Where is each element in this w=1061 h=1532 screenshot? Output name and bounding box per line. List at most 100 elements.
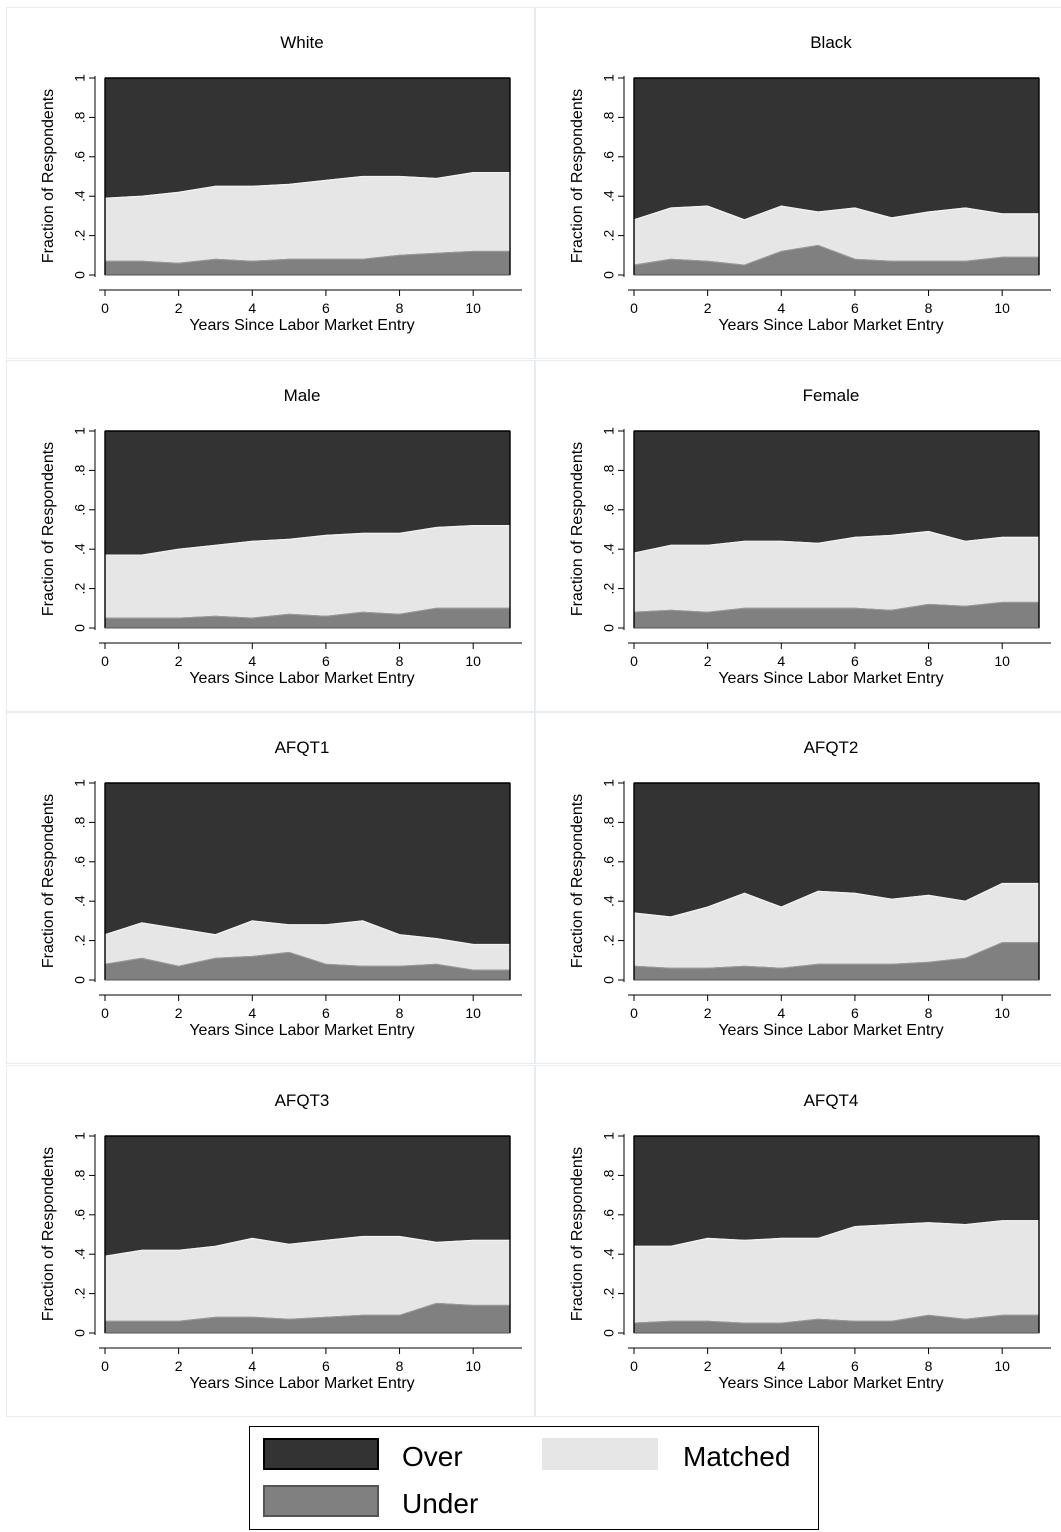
y-tick-label: 0 [72,271,88,279]
chart-title: Female [803,386,860,405]
y-axis-title: Fraction of Respondents [569,89,586,263]
y-axis-title: Fraction of Respondents [569,794,586,968]
x-tick-label: 6 [322,653,330,669]
y-tick-label: 0 [72,1328,88,1336]
x-tick-label: 2 [704,653,712,669]
chart-title: AFQT4 [804,1091,859,1110]
chart-title: White [280,33,323,52]
legend-swatch-over [263,1438,379,1470]
area-over [633,77,1040,221]
y-tick-label: .6 [72,1208,88,1220]
legend-label-matched: Matched [683,1441,791,1472]
legend-label-under: Under [402,1488,479,1519]
y-tick-label: 0 [601,976,617,984]
y-tick-label: 0 [601,623,617,631]
y-tick-label: .2 [72,582,88,594]
y-tick-label: .6 [601,1208,617,1220]
x-tick-label: 4 [248,653,256,669]
x-tick-label: 6 [851,1005,859,1021]
panel-afqt3: 0.2.4.6.8 1 0 2 4 6 8 10 AFQT3 Years Since Labor … [6,1064,535,1417]
y-tick-label: 1 [72,74,88,82]
x-tick-label: 0 [630,1005,638,1021]
x-axis-title: Years Since Labor Market Entry [718,1375,943,1392]
y-tick-label: .4 [72,190,88,202]
boundary-matched-over [634,1219,1039,1247]
y-tick-label: .8 [601,111,617,123]
x-tick-label: 10 [994,1005,1010,1021]
x-tick-label: 10 [994,300,1010,316]
y-tick-label: .8 [72,816,88,828]
x-tick-label: 8 [396,1005,404,1021]
chart-title: Black [810,33,852,52]
panel-female: 0.2.4.6.8 1 0 2 4 6 8 10 Female Years Since Labor… [535,359,1061,712]
y-tick-label: .6 [601,151,617,163]
x-tick-label: 8 [396,1358,404,1374]
legend-label-over: Over [402,1441,463,1472]
x-tick-label: 4 [777,300,785,316]
x-axis-title: Years Since Labor Market Entry [718,670,943,687]
y-axis-title: Fraction of Respondents [40,794,57,968]
y-tick-label: 0 [601,1328,617,1336]
boundary-under-matched [633,1314,1039,1324]
x-tick-label: 4 [777,653,785,669]
legend: Over Matched Under [249,1426,819,1530]
y-tick-label: .8 [72,464,88,476]
x-tick-label: 4 [248,1358,256,1374]
y-tick-label: .8 [72,1169,88,1181]
chart-grid: 0.2.4.6.8 1 0 2 4 6 8 10 White Years Since Labor … [6,7,1061,1417]
area-over [104,782,511,945]
y-tick-label: .2 [72,230,88,242]
x-axis-title: Years Since Labor Market Entry [718,1022,943,1039]
x-tick-label: 2 [175,300,183,316]
boundary-under-matched [104,951,510,971]
x-tick-label: 2 [175,1358,183,1374]
y-tick-label: 1 [72,1131,88,1139]
panel-afqt1: 0.2.4.6.8 1 0 2 4 6 8 10 AFQT1 Years Since Labor … [6,712,535,1064]
boundary-matched-over [105,524,510,556]
y-tick-label: .4 [601,1248,617,1260]
boundary-matched-over [104,920,510,946]
legend-swatch-under [263,1485,379,1517]
boundary-under-matched [105,1302,510,1322]
y-axis-title: Fraction of Respondents [569,1146,586,1320]
y-tick-label: .2 [601,1287,617,1299]
x-tick-label: 0 [630,300,638,316]
panel-black: 0.2.4.6.8 1 0 2 4 6 8 10 Black Years Since Labor … [535,7,1061,359]
y-tick-label: .8 [601,816,617,828]
panel-male: 0.2.4.6.8 1 0 2 4 6 8 10 Male Years Since Labor M… [6,359,535,712]
x-tick-label: 0 [101,1005,109,1021]
boundary-under-matched [633,244,1039,266]
x-tick-label: 6 [851,653,859,669]
x-tick-label: 6 [851,300,859,316]
x-tick-label: 0 [630,653,638,669]
boundary-under-matched [633,601,1039,613]
area-over [104,1135,511,1257]
y-axis-title: Fraction of Respondents [40,1146,57,1320]
y-tick-label: .2 [601,582,617,594]
chart-title: AFQT2 [804,738,859,757]
chart-title: AFQT1 [275,738,330,757]
boundary-under-matched [633,942,1039,969]
x-tick-label: 8 [396,300,404,316]
x-tick-label: 8 [925,1005,933,1021]
x-tick-label: 2 [704,1005,712,1021]
y-tick-label: .4 [72,1248,88,1260]
x-axis-title: Years Since Labor Market Entry [718,317,943,334]
y-tick-label: .2 [72,1287,88,1299]
x-tick-label: 8 [396,653,404,669]
x-tick-label: 4 [248,300,256,316]
x-tick-label: 10 [465,1005,481,1021]
panel-afqt4: 0.2.4.6.8 1 0 2 4 6 8 10 AFQT4 Years Since Labor … [535,1064,1061,1417]
x-tick-label: 0 [101,1358,109,1374]
x-tick-label: 10 [465,300,481,316]
y-tick-label: .6 [601,856,617,868]
x-tick-label: 10 [994,653,1010,669]
x-tick-label: 0 [101,653,109,669]
x-tick-label: 2 [704,1358,712,1374]
chart-title: AFQT3 [275,1091,330,1110]
y-axis-title: Fraction of Respondents [40,441,57,615]
